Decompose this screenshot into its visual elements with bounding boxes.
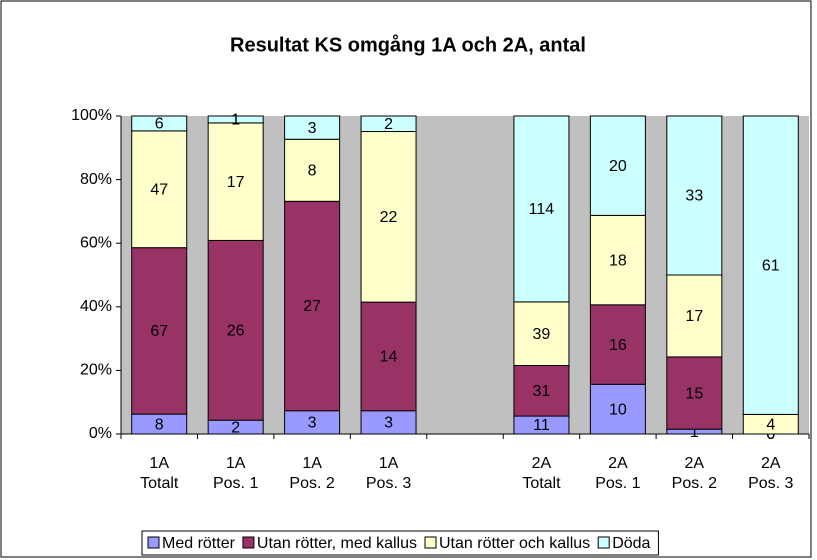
x-tick-label-line: Pos. 3 [748,475,793,492]
x-tick-label-line: 2A [532,455,552,472]
bar-segment [131,115,188,132]
data-label: 4 [766,416,775,433]
data-label: 61 [762,257,780,274]
legend: Med rötter Utan rötter, med kallus Utan rö… [141,530,659,556]
data-label: 20 [609,158,627,175]
x-tick-label: 2A Pos. 2 [672,455,717,492]
data-label: 15 [685,385,703,402]
bar-segment [360,131,417,303]
data-label: 10 [609,401,627,418]
x-tick-label: 2A Pos. 3 [748,455,793,492]
data-label: 14 [380,349,398,366]
bar-segment [742,115,799,415]
x-tick-label: 1A Pos. 1 [213,455,258,492]
x-tick-label-line: 1A [149,455,169,472]
bar-segment [589,304,646,385]
data-label: 0 [766,426,775,443]
legend-swatch [597,536,610,549]
x-tick-label-line: Pos. 1 [595,475,640,492]
data-label: 1 [231,112,240,129]
bar-segment [513,301,570,367]
legend-swatch [424,536,437,549]
data-label: 31 [533,383,551,400]
legend-label: Utan rötter, med kallus [257,535,417,552]
x-tick-label-line: Totalt [140,475,179,492]
x-tick-label: 2A Pos. 1 [595,455,640,492]
y-tick-label: 60% [80,234,112,251]
data-label: 8 [308,163,317,180]
data-label: 114 [529,201,555,218]
data-label: 16 [609,337,627,354]
x-tick-label-line: 1A [226,455,246,472]
data-label: 17 [227,174,245,191]
x-tick-label: 1A Totalt [140,455,179,492]
x-tick-label: 2A Totalt [522,455,561,492]
bar-segment [207,239,264,421]
x-tick-label-line: Pos. 2 [289,475,334,492]
x-tick-label-line: 2A [685,455,705,472]
data-label: 67 [150,323,168,340]
bar-segment [360,115,417,133]
data-label: 26 [227,323,245,340]
data-label: 27 [303,298,321,315]
x-tick-label-line: Pos. 3 [366,475,411,492]
data-label: 39 [533,326,551,343]
y-tick-label: 0% [89,425,112,442]
data-label: 2 [384,116,393,133]
data-label: 3 [384,415,393,432]
bar-segment [131,130,188,249]
y-tick-label: 20% [80,362,112,379]
data-label: 17 [685,308,703,325]
bar-segment [666,115,723,276]
data-label: 1 [690,424,699,441]
data-label: 6 [155,116,164,133]
data-label: 2 [231,419,240,436]
data-label: 8 [155,416,164,433]
bar-segment [284,115,341,140]
data-label: 11 [533,417,550,434]
data-label: 22 [380,209,398,226]
chart-title: Resultat KS omgång 1A och 2A, antal [230,33,586,56]
legend-swatch [147,536,160,549]
bar-segment [589,115,646,216]
x-tick-label-line: 1A [302,455,322,472]
data-label: 33 [685,188,703,205]
bar-segment [513,115,570,303]
bar-segment [207,122,264,241]
x-tick-label: 1A Pos. 2 [289,455,334,492]
data-label: 18 [609,252,627,269]
data-label: 0 [766,426,775,443]
x-tick-label: 1A Pos. 3 [366,455,411,492]
legend-label: Döda [612,535,650,552]
x-tick-label-line: 2A [608,455,628,472]
data-label: 3 [308,120,317,137]
legend-box [141,530,659,556]
x-tick-label-line: Totalt [522,475,561,492]
x-tick-label-line: 1A [379,455,399,472]
bar-segment [207,115,264,124]
x-tick-label-line: 2A [761,455,781,472]
legend-label: Utan rötter och kallus [439,535,590,552]
legend-swatch [242,536,255,549]
y-tick-label: 80% [80,171,112,188]
bar-segment [513,365,570,417]
data-label: 47 [150,182,168,199]
y-tick-label: 100% [71,107,112,124]
legend-label: Med rötter [162,535,236,552]
data-label: 3 [308,415,317,432]
bar-segment [360,301,417,412]
x-tick-label-line: Pos. 1 [213,475,258,492]
bar-segment [589,214,646,306]
y-tick-label: 40% [80,298,112,315]
x-tick-label-line: Pos. 2 [672,475,717,492]
bar-segment [131,247,188,415]
